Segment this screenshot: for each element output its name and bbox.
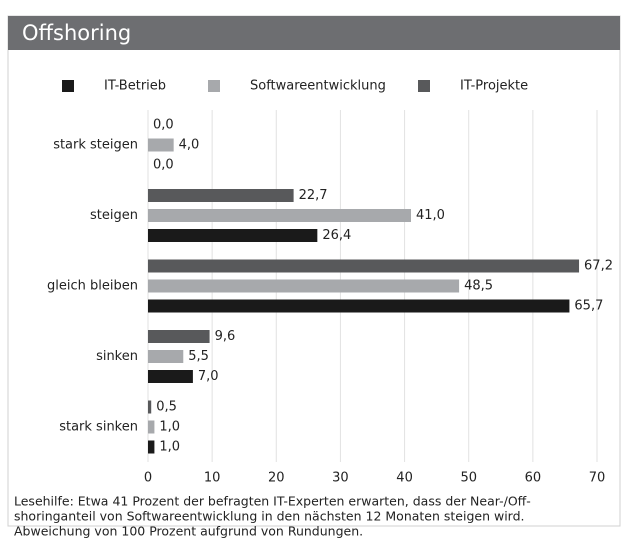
value-label: 67,2 [584,259,613,274]
y-tick-label: steigen [90,208,138,223]
value-label: 48,5 [464,279,493,294]
bar [148,370,193,383]
y-tick-label: gleich bleiben [47,279,138,294]
y-tick-label: stark steigen [53,138,138,153]
bar [148,138,174,152]
bar [148,279,460,293]
x-tick-label: 20 [268,471,285,486]
value-label: 65,7 [574,299,603,314]
bar [148,400,152,414]
bar [148,299,570,313]
legend-label: IT-Betrieb [104,79,166,94]
value-label: 9,6 [215,329,236,344]
bar [148,420,155,434]
bar [148,440,155,454]
legend-swatch [208,80,220,92]
y-tick-label: sinken [96,349,138,364]
value-label: 1,0 [159,420,180,435]
note: shoringanteil von Softwareentwicklung in… [14,509,525,524]
value-label: 22,7 [299,188,328,203]
value-label: 0,0 [153,158,174,173]
bar [148,209,411,222]
x-tick-label: 30 [332,471,349,486]
value-label: 26,4 [322,228,351,243]
x-tick-label: 0 [144,471,152,486]
value-label: 5,5 [188,349,209,364]
value-label: 0,0 [153,118,174,133]
y-tick-label: stark sinken [59,420,138,435]
x-tick-label: 60 [525,471,542,486]
value-label: 4,0 [179,138,200,153]
value-label: 41,0 [416,208,445,223]
title-bar [8,16,620,50]
x-tick-label: 70 [589,471,606,486]
x-tick-label: 10 [204,471,221,486]
legend-label: Softwareentwicklung [250,79,386,94]
bar [148,259,580,273]
bar [148,189,294,202]
value-label: 7,0 [198,369,219,384]
legend-swatch [62,80,74,92]
bar [148,350,184,363]
value-label: 0,5 [156,400,177,415]
note: Abweichung von 100 Prozent aufgrund von … [14,524,363,539]
bar [148,229,318,242]
chart-title: Offshoring [22,21,131,45]
legend-swatch [418,80,430,92]
legend-label: IT-Projekte [460,79,528,94]
value-label: 1,0 [159,440,180,455]
x-tick-label: 40 [396,471,413,486]
bar [148,330,210,343]
note: Lesehilfe: Etwa 41 Prozent der befragten… [14,494,531,509]
x-tick-label: 50 [460,471,477,486]
